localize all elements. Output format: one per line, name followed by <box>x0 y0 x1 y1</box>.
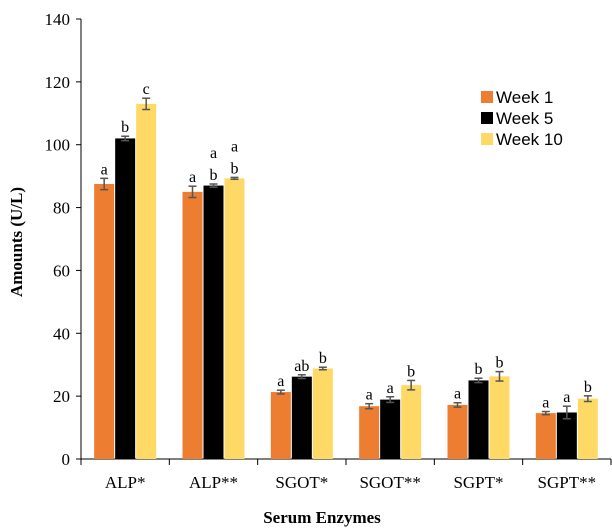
x-tick-label: ALP* <box>105 473 146 492</box>
bar <box>401 385 422 459</box>
significance-label: b <box>475 361 483 378</box>
legend-label: Week 1 <box>496 88 553 107</box>
significance-label: a <box>454 386 461 403</box>
significance-label: b <box>210 167 218 184</box>
x-tick-label: SGOT** <box>359 473 420 492</box>
bar <box>380 399 401 459</box>
bar <box>224 178 245 460</box>
y-tick-label: 20 <box>53 387 70 406</box>
significance-label: b <box>496 355 504 372</box>
significance-label: a <box>563 389 570 406</box>
y-tick-label: 100 <box>45 136 71 155</box>
y-tick-label: 60 <box>53 261 70 280</box>
bar <box>447 404 468 459</box>
bar <box>270 392 291 459</box>
significance-label: a <box>277 373 284 390</box>
legend: Week 1 Week 5 Week 10 <box>481 88 563 149</box>
significance-label: ab <box>294 358 309 375</box>
y-axis: 0 20 40 60 80 100 120 140 <box>45 10 82 469</box>
significance-label: a <box>189 169 196 186</box>
significance-label: c <box>143 81 150 98</box>
legend-label: Week 5 <box>496 109 553 128</box>
significance-label: a <box>387 380 394 397</box>
bar <box>468 380 489 459</box>
bar <box>115 138 136 459</box>
significance-label: a <box>231 138 238 155</box>
legend-swatch <box>481 91 493 103</box>
bar <box>577 398 598 459</box>
bar <box>94 184 115 459</box>
legend-label: Week 10 <box>496 130 563 149</box>
x-tick-label: ALP** <box>189 473 238 492</box>
y-axis-title: Amounts (U/L) <box>7 187 26 297</box>
significance-label: a <box>366 387 373 404</box>
significance-label: b <box>121 119 129 136</box>
legend-swatch <box>481 112 493 124</box>
significance-label: a <box>210 145 217 162</box>
y-tick-label: 80 <box>53 199 70 218</box>
y-tick-label: 40 <box>53 324 70 343</box>
bar <box>291 376 312 459</box>
y-tick-label: 0 <box>62 450 71 469</box>
x-axis: ALP* ALP** SGOT* SGOT** SGPT* SGPT** <box>80 458 612 492</box>
significance-label: a <box>542 395 549 412</box>
bar <box>203 185 224 460</box>
y-tick-label: 120 <box>45 73 71 92</box>
significance-label: a <box>101 161 108 178</box>
bar <box>136 103 157 459</box>
bar <box>359 406 380 459</box>
bar <box>312 368 333 459</box>
legend-swatch <box>481 133 493 145</box>
y-tick-label: 140 <box>45 10 71 29</box>
significance-label: b <box>407 363 415 380</box>
significance-label: b <box>319 350 327 367</box>
significance-label: b <box>584 379 592 396</box>
x-axis-title: Serum Enzymes <box>263 508 381 527</box>
bar <box>535 413 556 459</box>
x-tick-label: SGOT* <box>275 473 328 492</box>
x-tick-label: SGPT* <box>453 473 503 492</box>
bar <box>182 191 203 459</box>
bar <box>556 412 577 459</box>
significance-label: b <box>231 160 239 177</box>
x-tick-label: SGPT** <box>538 473 597 492</box>
bar <box>489 376 510 459</box>
